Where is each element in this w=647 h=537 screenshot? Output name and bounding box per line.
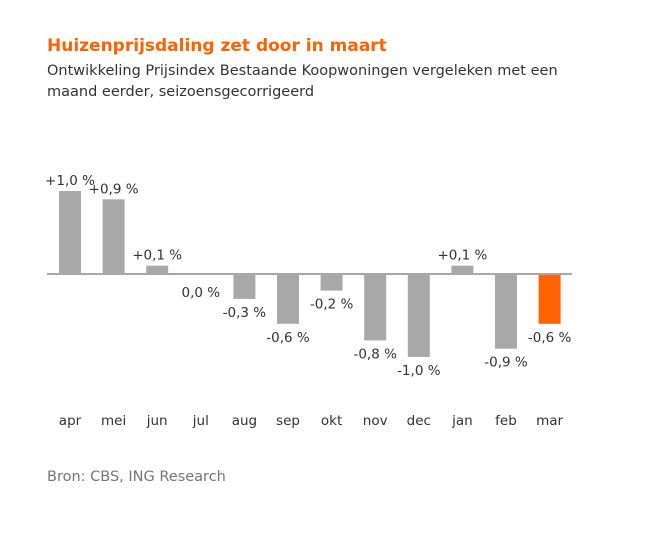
bar-dec [407, 274, 430, 357]
x-tick-label-apr: apr [59, 413, 82, 429]
data-label-sep: -0,6 % [266, 330, 310, 346]
data-label-jun: +0,1 % [132, 248, 182, 264]
data-label-aug: -0,3 % [223, 305, 267, 321]
x-tick-label-jan: jan [451, 413, 473, 429]
data-label-mei: +0,9 % [89, 181, 139, 197]
bar-mei [102, 199, 125, 274]
bar-jan [451, 265, 474, 274]
bar-aug [233, 274, 256, 299]
data-labels-layer: +1,0 %+0,9 % +0,1 % 0,0 %-0,3 % -0,6 % -0,2 … [45, 173, 571, 379]
bar-sep [277, 274, 299, 324]
x-tick-label-mei: mei [101, 413, 126, 429]
x-tick-label-jun: jun [146, 413, 168, 429]
x-tick-label-sep: sep [276, 413, 300, 429]
data-label-nov: -0,8 % [353, 346, 397, 362]
data-label-mar: -0,6 % [528, 330, 572, 346]
bar-apr [59, 191, 81, 274]
bar-okt [320, 274, 343, 291]
data-label-feb: -0,9 % [484, 355, 528, 371]
source-note: Bron: CBS, ING Research [47, 469, 226, 485]
bar-jun [146, 265, 169, 274]
bars-layer [59, 191, 561, 357]
data-label-jul: 0,0 % [182, 285, 221, 301]
data-label-jan: +0,1 % [437, 248, 487, 264]
x-axis-tick-labels: apr mei jun jul aug sep okt nov dec jan feb mar [59, 413, 564, 429]
x-tick-label-mar: mar [536, 413, 563, 429]
data-label-dec: -1,0 % [397, 363, 441, 379]
x-tick-label-dec: dec [407, 413, 431, 429]
x-tick-label-nov: nov [363, 413, 388, 429]
data-label-okt: -0,2 % [310, 297, 354, 313]
bar-feb [495, 274, 517, 349]
chart-subtitle: Ontwikkeling Prijsindex Bestaande Koopwo… [47, 63, 558, 100]
data-label-apr: +1,0 % [45, 173, 95, 189]
bar-mar [538, 274, 561, 324]
x-tick-label-okt: okt [321, 413, 342, 429]
x-tick-label-jul: jul [192, 413, 209, 429]
bar-nov [364, 274, 387, 341]
x-tick-label-feb: feb [495, 413, 517, 429]
chart-title: Huizenprijsdaling zet door in maart [47, 36, 387, 56]
x-tick-label-aug: aug [232, 413, 257, 429]
